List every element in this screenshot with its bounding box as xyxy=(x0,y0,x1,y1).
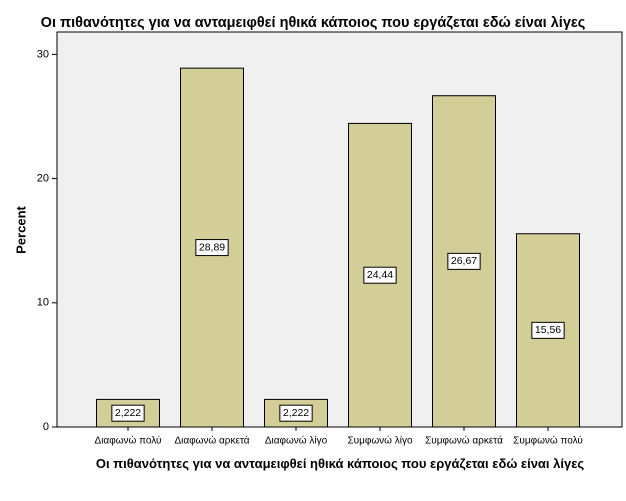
x-axis-title: Οι πιθανότητες για να ανταμειφθεί ηθικά … xyxy=(95,456,585,471)
value-label: 28,89 xyxy=(199,241,225,253)
value-label: 15,56 xyxy=(535,324,561,336)
value-label: 24,44 xyxy=(367,269,393,281)
y-tick-label: 10 xyxy=(37,297,49,309)
y-tick-label: 0 xyxy=(43,421,49,433)
value-label-box xyxy=(111,404,145,422)
x-tick-label: Διαφωνώ λίγο xyxy=(265,435,328,447)
x-tick-label: Διαφωνώ αρκετά xyxy=(174,435,249,447)
value-label-box xyxy=(531,321,565,339)
chart-title: Οι πιθανότητες για να ανταμειφθεί ηθικά … xyxy=(41,15,586,31)
y-tick-label: 20 xyxy=(37,172,49,184)
y-tick-label: 30 xyxy=(37,48,49,60)
value-label: 2,222 xyxy=(283,407,309,419)
x-tick-label: Συμφωνώ πολύ xyxy=(513,435,583,447)
value-label: 2,222 xyxy=(115,407,141,419)
value-label-box xyxy=(363,266,397,284)
x-tick-label: Διαφωνώ πολύ xyxy=(95,435,162,447)
y-axis-title: Percent xyxy=(13,205,28,253)
value-label-box xyxy=(447,252,481,270)
bar xyxy=(432,95,496,428)
value-label-box xyxy=(279,404,313,422)
value-label: 26,67 xyxy=(451,255,477,267)
x-tick-label: Συμφωνώ λίγο xyxy=(347,435,413,447)
x-tick-label: Συμφωνώ αρκετά xyxy=(425,435,503,447)
value-label-box xyxy=(195,239,229,257)
